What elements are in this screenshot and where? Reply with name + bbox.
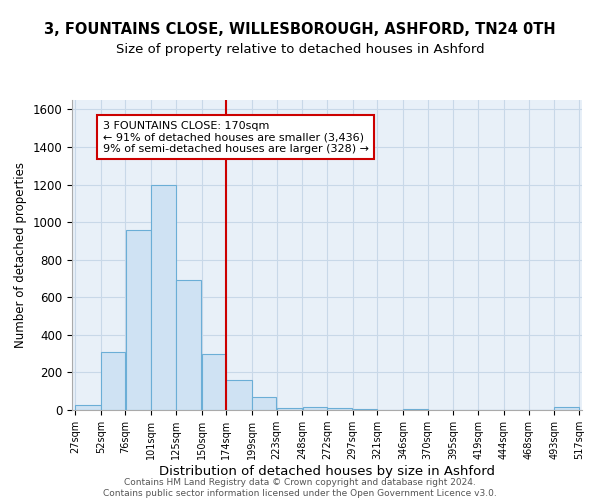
- Bar: [126, 230, 151, 410]
- Text: Size of property relative to detached houses in Ashford: Size of property relative to detached ho…: [116, 42, 484, 56]
- Bar: [252, 397, 277, 410]
- Bar: [151, 184, 176, 410]
- Y-axis label: Number of detached properties: Number of detached properties: [14, 162, 27, 348]
- Bar: [277, 408, 302, 410]
- X-axis label: Distribution of detached houses by size in Ashford: Distribution of detached houses by size …: [159, 465, 495, 478]
- Bar: [76, 405, 101, 410]
- Bar: [554, 407, 578, 410]
- Bar: [302, 407, 327, 410]
- Text: 3 FOUNTAINS CLOSE: 170sqm
← 91% of detached houses are smaller (3,436)
9% of sem: 3 FOUNTAINS CLOSE: 170sqm ← 91% of detac…: [103, 120, 369, 154]
- Bar: [403, 409, 428, 410]
- Bar: [176, 280, 201, 410]
- Bar: [101, 352, 125, 410]
- Bar: [226, 380, 251, 410]
- Text: Contains HM Land Registry data © Crown copyright and database right 2024.
Contai: Contains HM Land Registry data © Crown c…: [103, 478, 497, 498]
- Text: 3, FOUNTAINS CLOSE, WILLESBOROUGH, ASHFORD, TN24 0TH: 3, FOUNTAINS CLOSE, WILLESBOROUGH, ASHFO…: [44, 22, 556, 38]
- Bar: [327, 408, 352, 410]
- Bar: [353, 409, 377, 410]
- Bar: [202, 354, 226, 410]
